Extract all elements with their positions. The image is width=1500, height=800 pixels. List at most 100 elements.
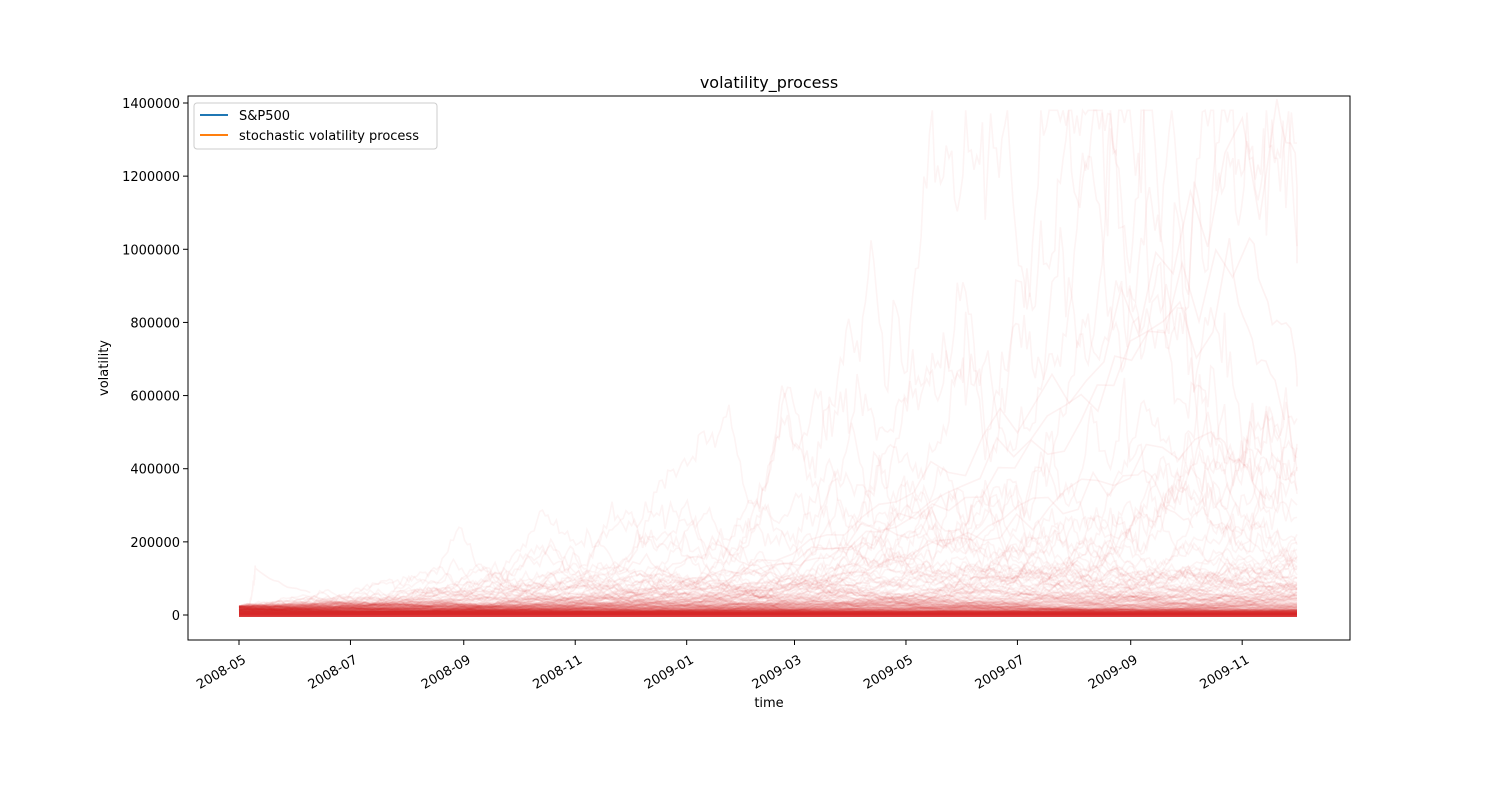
simulated-path bbox=[238, 592, 1298, 613]
simulated-path bbox=[239, 430, 1298, 609]
extreme-path bbox=[239, 236, 1298, 616]
simulated-path bbox=[238, 564, 1298, 613]
simulated-path bbox=[238, 595, 1298, 614]
simulated-path bbox=[239, 606, 1297, 615]
simulated-path bbox=[238, 593, 1298, 614]
simulated-path bbox=[238, 594, 1298, 614]
simulated-path bbox=[238, 569, 1298, 614]
simulated-path bbox=[238, 589, 1298, 614]
x-axis-label: time bbox=[754, 696, 783, 711]
simulated-path bbox=[238, 109, 1298, 608]
simulated-path bbox=[238, 603, 1298, 613]
simulated-path bbox=[238, 385, 1298, 612]
simulated-path bbox=[238, 557, 1298, 612]
simulated-path bbox=[238, 601, 1298, 614]
simulated-path bbox=[238, 584, 1298, 614]
simulated-path bbox=[238, 603, 1298, 614]
simulated-path bbox=[238, 599, 1298, 613]
simulated-path bbox=[238, 603, 1298, 615]
simulated-path bbox=[238, 593, 1298, 613]
simulated-path bbox=[238, 548, 1298, 613]
simulated-path bbox=[238, 555, 1298, 610]
simulated-path bbox=[238, 574, 1298, 614]
simulated-path bbox=[238, 562, 1298, 614]
simulated-path bbox=[239, 592, 1298, 609]
y-tick-label: 600000 bbox=[130, 390, 180, 405]
simulated-path bbox=[238, 601, 1298, 614]
simulated-path bbox=[238, 374, 1298, 614]
simulated-path bbox=[238, 602, 1298, 615]
y-tick-label: 1000000 bbox=[122, 243, 180, 258]
simulated-path bbox=[238, 377, 1298, 613]
simulated-path bbox=[238, 411, 1298, 612]
simulated-path bbox=[238, 599, 1298, 614]
simulated-path bbox=[239, 605, 1297, 616]
simulated-path bbox=[238, 595, 1298, 612]
simulated-path bbox=[238, 597, 1298, 615]
y-axis-label: volatility bbox=[97, 340, 112, 396]
simulated-path bbox=[238, 600, 1298, 614]
simulated-path bbox=[238, 560, 1298, 609]
simulated-path bbox=[238, 520, 1298, 613]
simulated-path bbox=[238, 606, 1298, 612]
simulated-path bbox=[238, 581, 1298, 613]
simulated-path bbox=[238, 603, 1298, 615]
extreme-path bbox=[239, 238, 1285, 616]
volatility-paths bbox=[238, 98, 1298, 617]
chart-title: volatility_process bbox=[700, 73, 838, 93]
simulated-path bbox=[238, 605, 1298, 613]
simulated-path bbox=[238, 399, 1298, 608]
simulated-path bbox=[238, 578, 1298, 614]
simulated-path bbox=[238, 508, 1298, 609]
simulated-path bbox=[238, 591, 1298, 615]
simulated-path bbox=[238, 108, 1298, 612]
plot-area-frame bbox=[187, 95, 1351, 641]
simulated-path bbox=[239, 572, 1298, 613]
simulated-path bbox=[238, 604, 1298, 614]
simulated-path bbox=[238, 415, 1298, 613]
simulated-path bbox=[238, 589, 1298, 614]
simulated-path bbox=[238, 600, 1297, 615]
y-tick-label: 0 bbox=[172, 609, 180, 624]
simulated-path bbox=[239, 554, 1298, 610]
simulated-path bbox=[238, 592, 1298, 611]
simulated-path bbox=[238, 609, 1298, 615]
simulated-path bbox=[238, 601, 1298, 614]
simulated-path bbox=[238, 587, 1298, 614]
legend: S&P500 stochastic volatility process bbox=[193, 102, 438, 150]
simulated-path bbox=[239, 603, 1298, 615]
y-tick-label: 800000 bbox=[130, 316, 180, 331]
simulated-path bbox=[238, 401, 1298, 615]
y-axis: 0 200000 400000 600000 800000 1000000 1200000 1… bbox=[122, 97, 188, 624]
simulated-path bbox=[238, 600, 1298, 615]
simulated-path bbox=[238, 556, 1298, 613]
legend-label-sp500: S&P500 bbox=[239, 109, 290, 124]
simulated-path bbox=[238, 600, 1298, 613]
simulated-path bbox=[239, 582, 1298, 611]
simulated-path bbox=[238, 582, 1298, 611]
simulated-path bbox=[238, 604, 1298, 615]
simulated-path bbox=[238, 607, 1298, 615]
simulated-path bbox=[239, 607, 1298, 615]
simulated-path bbox=[238, 603, 1298, 614]
simulated-path bbox=[238, 589, 1298, 613]
simulated-path bbox=[238, 588, 1298, 613]
y-tick-label: 1200000 bbox=[122, 170, 180, 185]
simulated-path bbox=[238, 579, 1298, 612]
simulated-path bbox=[238, 572, 1298, 615]
simulated-path bbox=[238, 605, 1298, 614]
simulated-path bbox=[238, 564, 1298, 614]
simulated-path bbox=[238, 605, 1298, 615]
legend-label-stochastic: stochastic volatility process bbox=[239, 129, 419, 144]
simulated-path bbox=[238, 604, 1298, 613]
extreme-path bbox=[239, 98, 1298, 616]
simulated-path bbox=[238, 594, 1298, 612]
simulated-path bbox=[238, 607, 1297, 615]
simulated-path bbox=[238, 604, 1298, 613]
simulated-path bbox=[238, 605, 1298, 615]
simulated-path bbox=[238, 543, 1298, 613]
simulated-path bbox=[238, 582, 1298, 611]
simulated-path bbox=[238, 597, 1298, 615]
y-tick-label: 1400000 bbox=[122, 97, 180, 112]
